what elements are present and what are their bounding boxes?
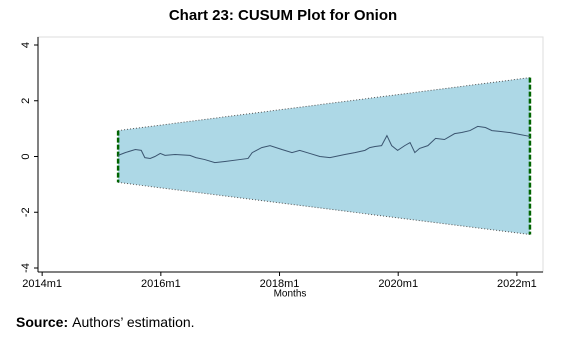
source-note: Source: Authors’ estimation. xyxy=(16,314,195,330)
x-tick-label: 2018m1 xyxy=(260,278,300,290)
chart-title: Chart 23: CUSUM Plot for Onion xyxy=(169,7,397,24)
lower-bound xyxy=(118,181,531,236)
x-axis-label: Months xyxy=(274,289,307,300)
x-tick-label: 2022m1 xyxy=(497,278,537,290)
x-tick-label: 2016m1 xyxy=(141,278,181,290)
y-tick-label: 0 xyxy=(20,153,32,159)
y-tick-label: 4 xyxy=(20,42,32,48)
y-tick-label: -2 xyxy=(20,207,32,217)
cusum-line xyxy=(117,125,531,164)
upper-bound xyxy=(118,77,531,132)
source-text: Authors’ estimation. xyxy=(72,314,195,330)
confidence-band xyxy=(118,77,530,235)
source-label: Source: xyxy=(16,314,69,330)
y-tick-label: -4 xyxy=(20,263,32,273)
x-tick-label: 2014m1 xyxy=(22,278,62,290)
chart: Chart 23: CUSUM Plot for Onion Months -4… xyxy=(20,7,544,300)
y-tick-label: 2 xyxy=(20,98,32,104)
x-tick-label: 2020m1 xyxy=(378,278,418,290)
